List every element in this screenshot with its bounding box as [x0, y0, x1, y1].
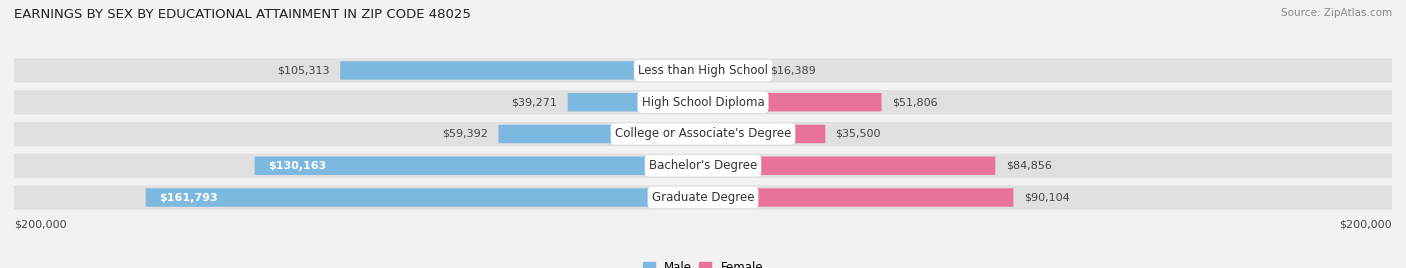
FancyBboxPatch shape: [703, 125, 825, 143]
Text: $51,806: $51,806: [891, 97, 938, 107]
Text: $84,856: $84,856: [1005, 161, 1052, 171]
FancyBboxPatch shape: [14, 58, 1392, 83]
FancyBboxPatch shape: [146, 188, 703, 207]
FancyBboxPatch shape: [703, 61, 759, 80]
FancyBboxPatch shape: [14, 154, 1392, 178]
Text: Less than High School: Less than High School: [638, 64, 768, 77]
FancyBboxPatch shape: [14, 90, 1392, 114]
FancyBboxPatch shape: [14, 122, 1392, 146]
Text: EARNINGS BY SEX BY EDUCATIONAL ATTAINMENT IN ZIP CODE 48025: EARNINGS BY SEX BY EDUCATIONAL ATTAINMEN…: [14, 8, 471, 21]
Text: $105,313: $105,313: [277, 65, 330, 76]
FancyBboxPatch shape: [14, 185, 1392, 210]
FancyBboxPatch shape: [498, 125, 703, 143]
Legend: Male, Female: Male, Female: [638, 256, 768, 268]
FancyBboxPatch shape: [703, 188, 1014, 207]
FancyBboxPatch shape: [568, 93, 703, 111]
Text: $161,793: $161,793: [159, 192, 218, 203]
Text: Source: ZipAtlas.com: Source: ZipAtlas.com: [1281, 8, 1392, 18]
Text: $59,392: $59,392: [443, 129, 488, 139]
FancyBboxPatch shape: [254, 157, 703, 175]
FancyBboxPatch shape: [340, 61, 703, 80]
Text: $39,271: $39,271: [512, 97, 557, 107]
Text: $130,163: $130,163: [269, 161, 326, 171]
Text: Graduate Degree: Graduate Degree: [652, 191, 754, 204]
FancyBboxPatch shape: [703, 93, 882, 111]
Text: College or Associate's Degree: College or Associate's Degree: [614, 128, 792, 140]
Text: $35,500: $35,500: [835, 129, 882, 139]
FancyBboxPatch shape: [703, 157, 995, 175]
Text: $90,104: $90,104: [1024, 192, 1070, 203]
Text: Bachelor's Degree: Bachelor's Degree: [650, 159, 756, 172]
Text: $200,000: $200,000: [1340, 219, 1392, 229]
Text: High School Diploma: High School Diploma: [641, 96, 765, 109]
Text: $16,389: $16,389: [770, 65, 815, 76]
Text: $200,000: $200,000: [14, 219, 66, 229]
